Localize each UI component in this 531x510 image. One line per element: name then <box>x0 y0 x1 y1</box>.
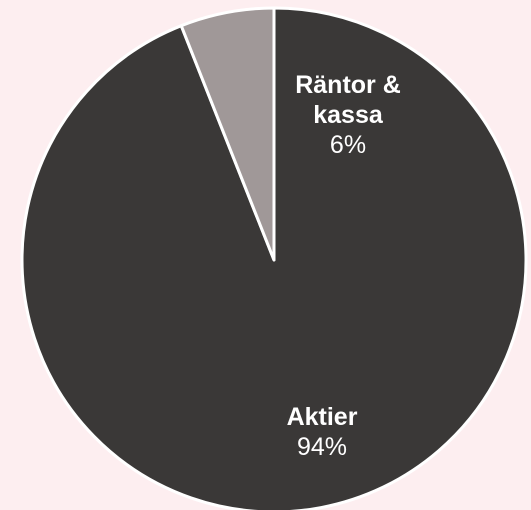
category-label: Aktier <box>286 403 358 431</box>
value-label: 94% <box>296 433 348 461</box>
value-label: 6% <box>329 131 367 159</box>
slice-label: Aktier 94% <box>262 402 382 462</box>
slice-label: Räntor & kassa 6% <box>273 70 423 160</box>
pie-slice <box>179 6 276 262</box>
category-label: Räntor & kassa <box>295 71 401 129</box>
